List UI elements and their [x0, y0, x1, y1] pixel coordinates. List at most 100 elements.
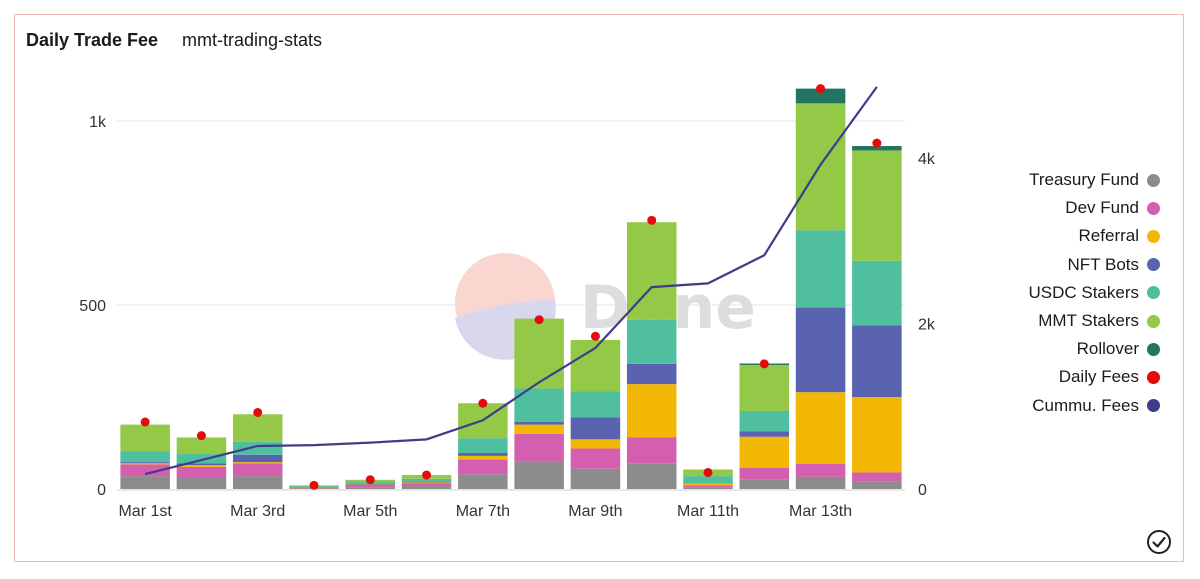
bar-segment	[458, 452, 508, 456]
legend-item[interactable]: Treasury Fund	[990, 166, 1160, 194]
x-tick-label: Mar 5th	[343, 503, 397, 520]
bar-segment	[626, 437, 677, 464]
legend: Treasury Fund Dev Fund Referral NFT Bots USD…	[990, 166, 1160, 420]
x-tick-label: Mar 1st	[118, 503, 172, 520]
bar-segment	[514, 318, 564, 389]
x-tick-label: Mar 7th	[456, 503, 510, 520]
bar-segment	[345, 487, 396, 489]
bar-segment	[176, 437, 227, 455]
bar-segment	[626, 384, 677, 438]
bar-segment	[795, 88, 846, 104]
bar-segment	[458, 474, 508, 489]
legend-item[interactable]: Daily Fees	[990, 363, 1160, 391]
y-left-tick-label: 1k	[89, 114, 107, 131]
chart-title: Daily Trade Fee	[26, 30, 159, 50]
bar-segment	[514, 424, 564, 434]
bar-segment	[401, 483, 452, 487]
check-circle-icon[interactable]	[1146, 529, 1172, 555]
bar-segment	[570, 417, 621, 440]
bar-segment	[176, 463, 227, 466]
cumulative-fees-line	[144, 86, 878, 476]
legend-label: Rollover	[1076, 339, 1139, 359]
daily-fee-point	[365, 475, 375, 485]
legend-swatch	[1147, 314, 1160, 328]
legend-label: NFT Bots	[1067, 254, 1139, 274]
bar-segment	[795, 307, 846, 393]
bar-segment	[795, 476, 846, 489]
daily-fee-point	[422, 470, 432, 480]
daily-fee-point	[253, 407, 263, 417]
bar-segment	[626, 463, 677, 489]
bar-segment	[570, 391, 621, 418]
daily-fee-point	[196, 431, 206, 441]
query-name[interactable]: mmt-trading-stats	[182, 30, 323, 50]
bar-segment	[514, 421, 564, 425]
legend-swatch	[1147, 229, 1160, 243]
bar-segment	[795, 392, 846, 464]
bar-segment	[683, 485, 733, 488]
bar-segment	[401, 482, 452, 484]
y-right-tick-label: 4k	[918, 151, 936, 168]
legend-label: Dev Fund	[1065, 198, 1139, 218]
bar-segment	[739, 468, 790, 480]
bar-segment	[795, 103, 846, 231]
bar-segment	[120, 462, 170, 464]
bar-segment	[739, 479, 790, 489]
legend-swatch	[1147, 258, 1160, 272]
daily-fee-point	[647, 215, 657, 225]
daily-fee-point	[140, 417, 150, 427]
bar-segment	[176, 466, 227, 478]
bar-segment	[120, 463, 170, 465]
daily-fee-point	[534, 315, 544, 325]
bar-segment	[514, 433, 564, 462]
bar-segment	[401, 486, 452, 489]
bar-segment	[120, 464, 170, 477]
bar-segment	[683, 476, 733, 484]
bar-segment	[795, 463, 846, 477]
bar-segment	[739, 364, 790, 411]
cumulative-line	[144, 86, 878, 476]
legend-item[interactable]: Dev Fund	[990, 194, 1160, 222]
daily-fee-point	[816, 84, 826, 94]
legend-swatch	[1147, 370, 1160, 384]
daily-fee-point	[309, 480, 319, 490]
bar-segment	[458, 455, 508, 460]
daily-fee-point	[703, 467, 713, 477]
bars	[120, 88, 902, 489]
bar-segment	[345, 484, 396, 486]
legend-label: Referral	[1078, 226, 1139, 246]
bar-segment	[232, 463, 283, 477]
bar-segment	[852, 146, 902, 151]
legend-label: Daily Fees	[1058, 367, 1139, 387]
x-tick-label: Mar 11th	[677, 503, 739, 520]
bar-segment	[852, 481, 902, 489]
bar-segment	[401, 481, 452, 483]
legend-label: Treasury Fund	[1029, 170, 1139, 190]
legend-item[interactable]: USDC Stakers	[990, 279, 1160, 307]
legend-item[interactable]: MMT Stakers	[990, 307, 1160, 335]
bar-segment	[739, 431, 790, 437]
bar-segment	[401, 478, 452, 482]
legend-swatch	[1147, 173, 1160, 187]
bar-segment	[852, 325, 902, 397]
bar-segment	[514, 461, 564, 489]
legend-swatch	[1147, 342, 1160, 356]
bar-segment	[176, 477, 227, 489]
bar-segment	[120, 476, 170, 489]
legend-swatch	[1147, 201, 1160, 215]
legend-item[interactable]: Referral	[990, 222, 1160, 250]
daily-fee-point	[872, 138, 882, 148]
legend-item[interactable]: Cummu. Fees	[990, 392, 1160, 420]
bar-segment	[739, 436, 790, 469]
bar-segment	[458, 459, 508, 475]
legend-swatch	[1147, 286, 1160, 300]
legend-item[interactable]: NFT Bots	[990, 251, 1160, 279]
legend-item[interactable]: Rollover	[990, 335, 1160, 363]
legend-label: USDC Stakers	[1028, 282, 1139, 302]
x-tick-label: Mar 3rd	[230, 503, 285, 520]
y-left-tick-label: 0	[97, 482, 106, 499]
bar-segment	[120, 451, 170, 463]
axes: 0 500 1k 0 2k 4k Mar 1st Mar 3rd Mar 5th Mar 7th M…	[79, 114, 936, 520]
bar-segment	[626, 363, 677, 385]
bar-segment	[232, 462, 283, 464]
